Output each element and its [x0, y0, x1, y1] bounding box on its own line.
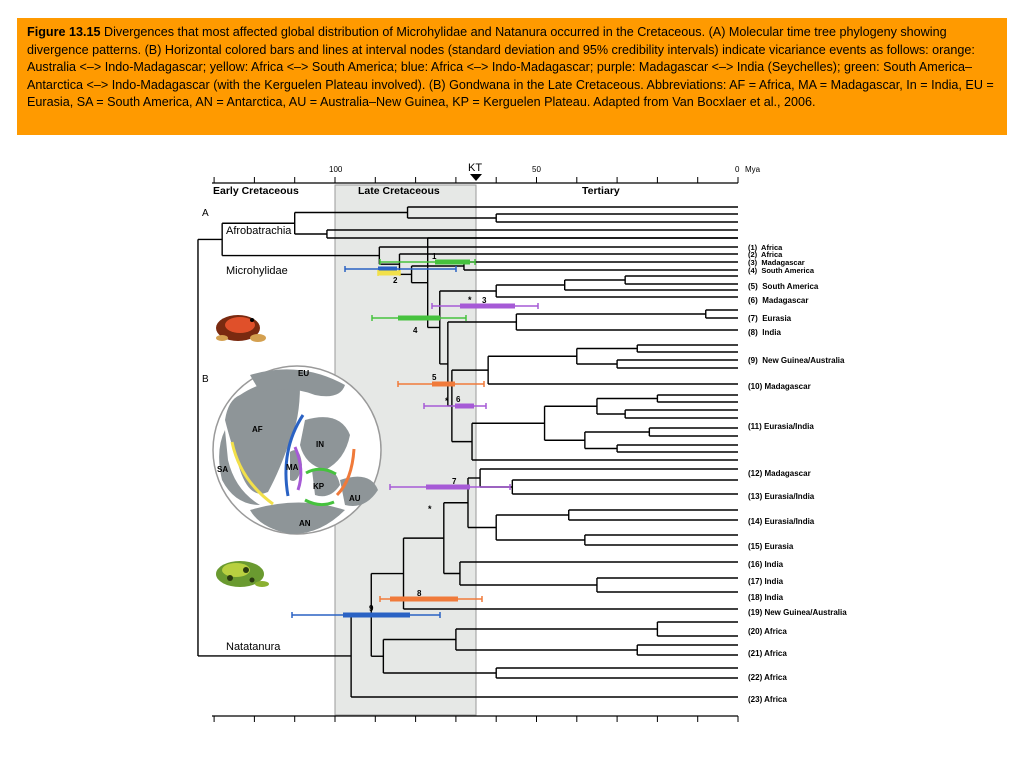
- tip-group-label: (21) Africa: [748, 649, 787, 658]
- blue-std-dev-bar: [378, 266, 397, 272]
- map-label-an: AN: [299, 519, 311, 528]
- node-label-6: 6: [456, 395, 461, 404]
- tip-group-label: (7) Eurasia: [748, 314, 792, 323]
- time-axes: [212, 177, 739, 722]
- green-std-dev-bar: [398, 315, 440, 321]
- tip-group-label: (20) Africa: [748, 627, 787, 636]
- tip-group-labels: (1) Africa(2) Africa(3) Madagascar(4) So…: [748, 243, 847, 704]
- node-asterisk: *: [468, 295, 472, 305]
- purple-std-dev-bar: [460, 303, 515, 309]
- gondwana-globe-map: EU AF IN SA MA KP AU AN: [212, 365, 382, 535]
- panel-label-b: B: [202, 374, 209, 385]
- tip-group-label: (19) New Guinea/Australia: [748, 608, 847, 617]
- tip-group-label: (17) India: [748, 577, 784, 586]
- period-tertiary: Tertiary: [582, 185, 620, 197]
- clade-label-natatanura: Natatanura: [226, 641, 281, 653]
- kt-marker-icon: [470, 174, 482, 181]
- map-label-eu: EU: [298, 369, 309, 378]
- figure-caption: Figure 13.15 Divergences that most affec…: [17, 18, 1007, 135]
- tip-group-label: (6) Madagascar: [748, 296, 808, 305]
- tip-group-label: (22) Africa: [748, 673, 787, 682]
- period-early-cretaceous: Early Cretaceous: [213, 185, 299, 197]
- axis-unit: Mya: [745, 165, 761, 174]
- node-label-8: 8: [417, 589, 422, 598]
- node-label-9: 9: [369, 604, 374, 613]
- map-label-au: AU: [349, 494, 361, 503]
- node-label-7: 7: [452, 477, 457, 486]
- tip-group-label: (2) Africa: [748, 250, 783, 259]
- period-late-cretaceous: Late Cretaceous: [358, 185, 440, 197]
- purple-std-dev-bar: [455, 403, 474, 409]
- node-asterisk: *: [445, 396, 449, 406]
- tip-group-label: (8) India: [748, 328, 781, 337]
- tip-group-label: (16) India: [748, 560, 784, 569]
- tip-group-label: (23) Africa: [748, 695, 787, 704]
- tip-group-label: (18) India: [748, 593, 784, 602]
- yellow-std-dev-bar: [378, 270, 400, 276]
- tip-group-label: (12) Madagascar: [748, 469, 811, 478]
- clade-label-microhylidae: Microhylidae: [226, 265, 288, 277]
- blue-std-dev-bar: [343, 612, 410, 618]
- node-label-3: 3: [482, 296, 487, 305]
- node-label-5: 5: [432, 373, 437, 382]
- axis-label-100: 100: [329, 165, 343, 174]
- clade-label-afrobatrachia: Afrobatrachia: [226, 225, 292, 237]
- axis-label-0: 0: [735, 165, 740, 174]
- tip-group-label: (11) Eurasia/India: [748, 422, 814, 431]
- panel-label-a: A: [202, 208, 209, 219]
- orange-std-dev-bar: [432, 381, 455, 387]
- tip-group-label: (10) Madagascar: [748, 382, 811, 391]
- node-label-2: 2: [393, 276, 398, 285]
- map-label-ma: MA: [286, 463, 299, 472]
- map-label-in: IN: [316, 440, 324, 449]
- node-label-4: 4: [413, 326, 418, 335]
- map-label-kp: KP: [313, 482, 325, 491]
- axis-label-50: 50: [532, 165, 541, 174]
- tip-group-label: (5) South America: [748, 282, 819, 291]
- figure-label: Figure 13.15: [27, 25, 101, 39]
- tip-group-label: (9) New Guinea/Australia: [748, 356, 845, 365]
- tip-group-label: (15) Eurasia: [748, 542, 794, 551]
- node-asterisk: *: [428, 504, 432, 514]
- tip-group-label: (14) Eurasia/India: [748, 517, 815, 526]
- map-label-af: AF: [252, 425, 263, 434]
- kt-label: KT: [468, 162, 482, 174]
- map-label-sa: SA: [217, 465, 228, 474]
- caption-text: Divergences that most affected global di…: [27, 25, 994, 110]
- tip-group-label: (3) Madagascar: [748, 258, 805, 267]
- tip-group-label: (13) Eurasia/India: [748, 492, 815, 501]
- phylogenetic-tree: [197, 206, 738, 698]
- microhylid-frog-image: [216, 315, 266, 342]
- green-std-dev-bar: [435, 259, 470, 265]
- node-label-1: 1: [432, 252, 437, 261]
- tip-group-label: (4) South America: [748, 266, 815, 275]
- purple-std-dev-bar: [426, 484, 470, 490]
- orange-std-dev-bar: [390, 596, 458, 602]
- natatanuran-frog-image: [216, 561, 269, 587]
- vicariance-bars: 1 2 3 4 5 6 7 8 9 * * *: [291, 252, 539, 618]
- tip-group-label: (1) Africa: [748, 243, 783, 252]
